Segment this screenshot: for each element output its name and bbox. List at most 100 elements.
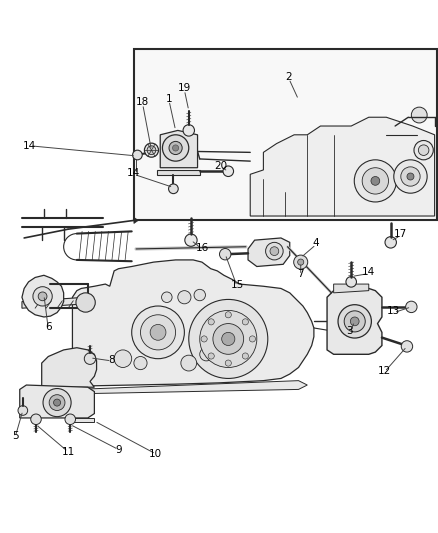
Circle shape <box>49 395 65 410</box>
Text: 14: 14 <box>127 168 140 178</box>
Text: 13: 13 <box>386 306 399 316</box>
Circle shape <box>406 173 413 180</box>
Circle shape <box>410 107 426 123</box>
Text: 14: 14 <box>361 267 374 277</box>
Polygon shape <box>42 348 96 387</box>
Circle shape <box>150 325 166 340</box>
Polygon shape <box>157 170 199 175</box>
Circle shape <box>265 243 283 260</box>
Circle shape <box>168 184 178 193</box>
Circle shape <box>297 259 303 265</box>
Circle shape <box>343 311 364 332</box>
Circle shape <box>180 355 196 371</box>
Circle shape <box>65 414 75 425</box>
Text: 11: 11 <box>61 447 74 457</box>
Circle shape <box>242 353 248 359</box>
Circle shape <box>225 312 231 318</box>
Polygon shape <box>333 284 368 293</box>
Circle shape <box>134 357 147 370</box>
Circle shape <box>221 333 234 345</box>
Circle shape <box>162 135 188 161</box>
Polygon shape <box>72 260 313 390</box>
Circle shape <box>417 145 428 156</box>
Circle shape <box>212 324 243 354</box>
Circle shape <box>144 143 158 157</box>
Circle shape <box>345 277 356 287</box>
Text: 7: 7 <box>297 269 304 279</box>
Polygon shape <box>68 418 94 422</box>
Circle shape <box>400 167 419 186</box>
Circle shape <box>53 399 60 406</box>
Circle shape <box>33 287 52 306</box>
Text: 16: 16 <box>195 243 208 253</box>
Text: 14: 14 <box>23 141 36 151</box>
Text: 1: 1 <box>165 94 172 104</box>
Circle shape <box>400 341 412 352</box>
Polygon shape <box>326 288 381 354</box>
Circle shape <box>172 145 178 151</box>
Polygon shape <box>247 238 289 266</box>
Circle shape <box>199 310 256 367</box>
Circle shape <box>208 319 214 325</box>
Circle shape <box>350 317 358 326</box>
Text: 15: 15 <box>230 280 243 290</box>
Circle shape <box>337 305 371 338</box>
Text: 20: 20 <box>214 160 227 171</box>
Circle shape <box>405 301 416 312</box>
Circle shape <box>177 290 191 304</box>
Circle shape <box>384 237 396 248</box>
Circle shape <box>188 300 267 378</box>
Circle shape <box>208 353 214 359</box>
Circle shape <box>38 292 47 301</box>
Text: 3: 3 <box>346 326 353 336</box>
Circle shape <box>31 414 41 425</box>
Circle shape <box>84 353 95 365</box>
Circle shape <box>201 336 207 342</box>
Text: 12: 12 <box>377 366 390 376</box>
Polygon shape <box>250 117 434 216</box>
Circle shape <box>225 360 231 366</box>
Circle shape <box>161 292 172 303</box>
Circle shape <box>114 350 131 367</box>
Polygon shape <box>22 275 64 317</box>
Circle shape <box>370 176 379 185</box>
Circle shape <box>194 289 205 301</box>
Text: 19: 19 <box>177 83 191 93</box>
Polygon shape <box>134 217 138 223</box>
Bar <box>134 49 436 221</box>
Circle shape <box>353 160 396 202</box>
Text: 10: 10 <box>149 449 162 459</box>
Circle shape <box>43 389 71 417</box>
Circle shape <box>184 234 197 246</box>
Circle shape <box>132 150 142 160</box>
Text: 6: 6 <box>45 322 52 332</box>
Circle shape <box>242 319 248 325</box>
Polygon shape <box>22 297 85 308</box>
Circle shape <box>393 160 426 193</box>
Text: 8: 8 <box>108 354 115 365</box>
Circle shape <box>169 141 182 155</box>
Circle shape <box>361 168 388 194</box>
Text: 17: 17 <box>393 229 406 239</box>
Circle shape <box>219 248 230 260</box>
Text: 18: 18 <box>136 97 149 107</box>
Circle shape <box>199 348 212 361</box>
Circle shape <box>76 293 95 312</box>
Text: 5: 5 <box>12 431 19 441</box>
Text: 2: 2 <box>285 72 292 82</box>
Polygon shape <box>160 131 197 168</box>
Circle shape <box>183 125 194 136</box>
Circle shape <box>131 306 184 359</box>
Circle shape <box>18 406 28 415</box>
Circle shape <box>413 141 432 160</box>
Text: 9: 9 <box>115 445 122 455</box>
Text: 4: 4 <box>312 238 319 248</box>
Circle shape <box>223 166 233 176</box>
Polygon shape <box>20 385 94 418</box>
Circle shape <box>249 336 255 342</box>
Circle shape <box>293 255 307 269</box>
Circle shape <box>147 146 155 155</box>
Circle shape <box>140 315 175 350</box>
Polygon shape <box>77 381 307 394</box>
Circle shape <box>269 247 278 255</box>
